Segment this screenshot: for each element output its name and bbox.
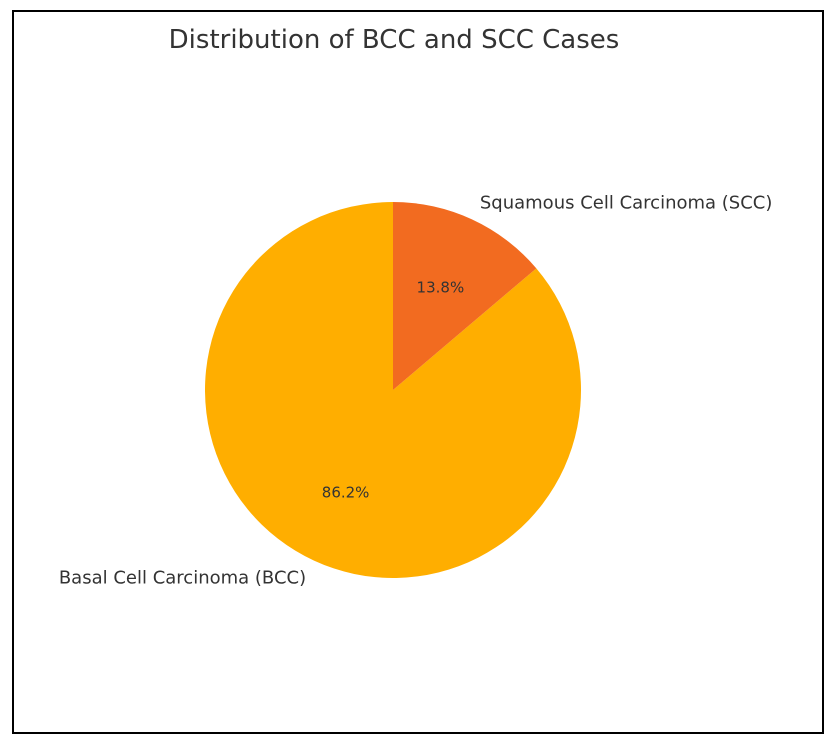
slice-label-bcc: Basal Cell Carcinoma (BCC) (59, 568, 306, 589)
pie-labels: 86.2% Basal Cell Carcinoma (BCC) 13.8% Squa… (59, 192, 773, 588)
slice-bcc (204, 202, 582, 579)
pct-label-scc: 13.8% (417, 279, 465, 297)
slice-label-scc: Squamous Cell Carcinoma (SCC) (480, 192, 773, 213)
chart-title: Distribution of BCC and SCC Cases (169, 25, 620, 55)
pie-slices (204, 202, 582, 579)
pct-label-bcc: 86.2% (322, 483, 370, 501)
slice-scc (393, 202, 537, 390)
